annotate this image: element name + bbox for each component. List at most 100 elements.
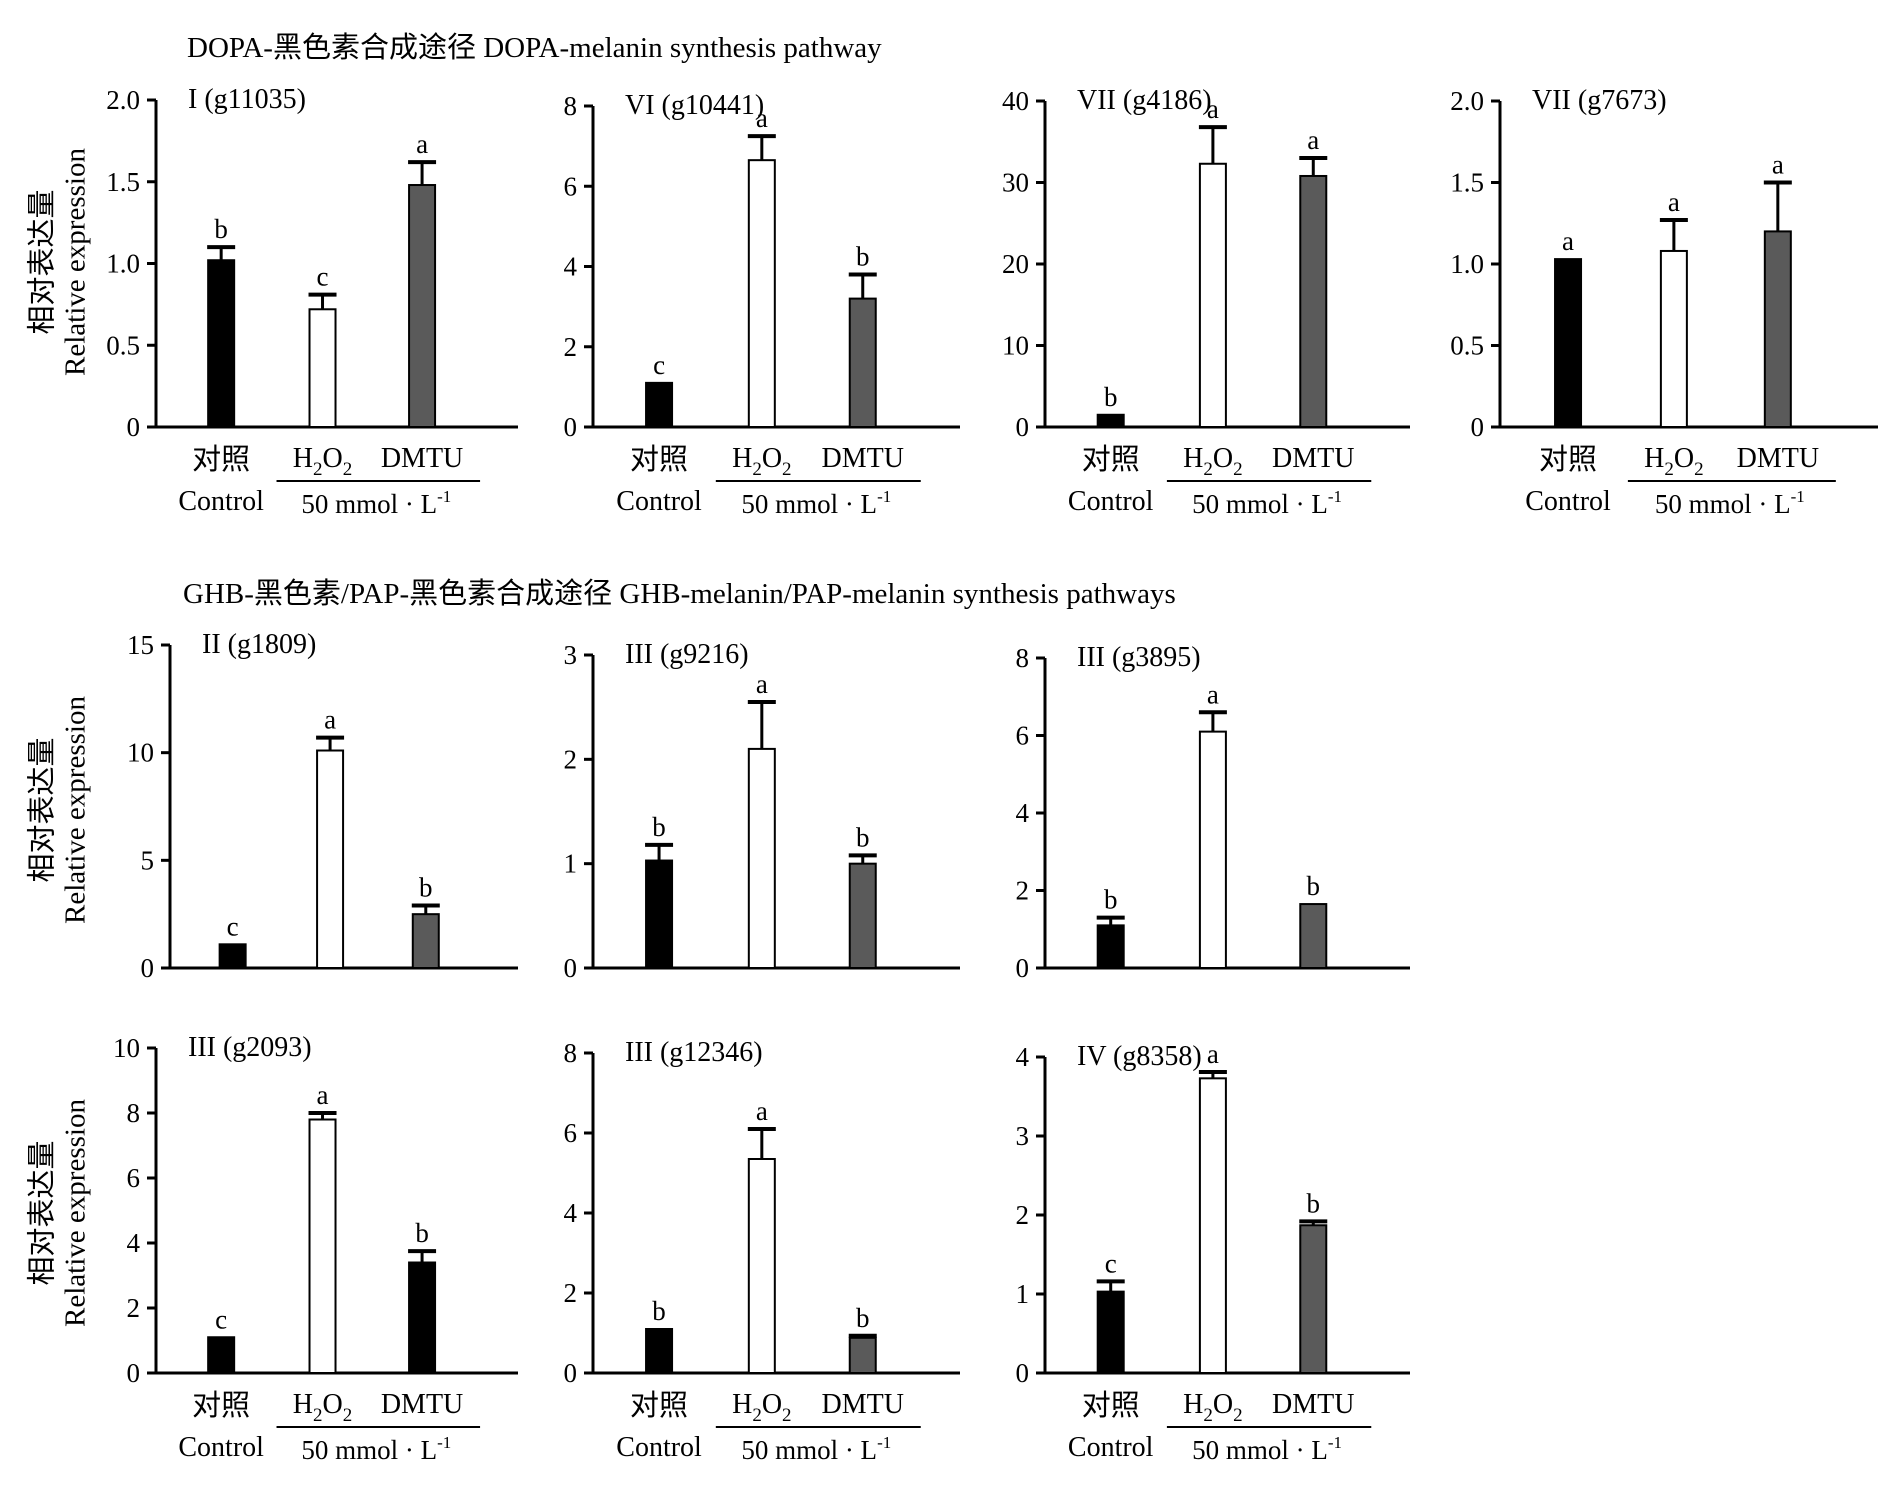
- x-label-control-en: Control: [616, 486, 702, 517]
- significance-letter: b: [856, 1303, 870, 1333]
- bar-control: [218, 943, 247, 970]
- x-label-dose: 50 mmol · L-1: [1655, 487, 1805, 519]
- y-tick-label: 0: [564, 953, 578, 983]
- x-label-dose: 50 mmol · L-1: [741, 1433, 891, 1465]
- y-tick-label: 2: [127, 1293, 141, 1323]
- y-tick-label: 1.0: [1450, 249, 1484, 279]
- panel-title: VII (g7673): [1532, 85, 1667, 116]
- y-tick-label: 0.5: [1450, 331, 1484, 361]
- y-tick-label: 2: [564, 744, 578, 774]
- bar-h2o2: [1198, 1077, 1227, 1374]
- significance-letter: a: [416, 129, 428, 159]
- y-tick-label: 0: [1016, 1358, 1030, 1388]
- bar-h2o2: [747, 747, 776, 970]
- bar-dmtu: [1299, 174, 1328, 428]
- x-label-control-cn: 对照: [630, 1389, 688, 1422]
- y-tick-label: 4: [1016, 798, 1030, 828]
- significance-letter: c: [653, 350, 665, 380]
- y-tick-label: 10: [1002, 331, 1029, 361]
- significance-letter: a: [756, 1096, 768, 1126]
- panel-title: II (g1809): [202, 629, 316, 660]
- y-tick-label: 0: [1016, 412, 1030, 442]
- significance-letter: a: [756, 103, 768, 133]
- y-tick-label: 0: [564, 412, 578, 442]
- y-tick-label: 0: [127, 412, 141, 442]
- x-label-dmtu: DMTU: [822, 443, 904, 474]
- significance-letter: b: [1307, 1188, 1321, 1218]
- y-tick-label: 6: [1016, 721, 1030, 751]
- y-tick-label: 3: [564, 640, 578, 670]
- significance-letter: b: [652, 812, 666, 842]
- x-label-dose: 50 mmol · L-1: [301, 487, 451, 519]
- y-tick-label: 0: [1471, 412, 1485, 442]
- chart-panel-10: 0 1 2 3 4 IV (g8358) c a b 对照 Control H2O2 DMTU 50 mm…: [1016, 1039, 1410, 1465]
- y-tick-label: 1.0: [106, 249, 140, 279]
- section-title-ghb-pap: GHB-黑色素/PAP-黑色素合成途径 GHB-melanin/PAP-mela…: [183, 578, 1176, 610]
- panel-title: III (g2093): [188, 1032, 312, 1063]
- x-label-h2o2: H2O2: [1183, 1389, 1242, 1426]
- significance-letter: c: [317, 262, 329, 292]
- x-label-dose: 50 mmol · L-1: [1192, 487, 1342, 519]
- y-tick-label: 0: [1016, 953, 1030, 983]
- x-label-dose: 50 mmol · L-1: [301, 1433, 451, 1465]
- x-label-control-cn: 对照: [1539, 443, 1597, 476]
- chart-panel-5: 0 5 10 15 II (g1809) c a b: [127, 629, 518, 983]
- y-tick-label: 1: [564, 849, 578, 879]
- bar-control: [645, 859, 674, 970]
- significance-letter: a: [1207, 679, 1219, 709]
- panel-title: III (g12346): [625, 1037, 763, 1068]
- bar-h2o2: [747, 159, 776, 428]
- panel-title: IV (g8358): [1077, 1041, 1202, 1072]
- y-tick-label: 8: [127, 1098, 141, 1128]
- x-label-control-cn: 对照: [192, 1389, 250, 1422]
- chart-panel-1: 0 0.5 1.0 1.5 2.0 I (g11035) b c a 对照 Control H2O2 D…: [106, 84, 518, 519]
- y-tick-label: 3: [1016, 1121, 1030, 1151]
- bar-dmtu: [411, 913, 440, 970]
- bar-control: [645, 1328, 674, 1374]
- bar-dmtu: [1299, 1224, 1328, 1375]
- y-tick-label: 2: [564, 332, 578, 362]
- y-tick-label: 6: [564, 1118, 578, 1148]
- x-label-h2o2: H2O2: [732, 443, 791, 480]
- y-tick-label: 4: [564, 252, 578, 282]
- significance-letter: a: [756, 669, 768, 699]
- x-label-dmtu: DMTU: [381, 1389, 463, 1420]
- significance-letter: b: [415, 1218, 429, 1248]
- significance-letter: b: [214, 214, 228, 244]
- bar-control: [1096, 924, 1125, 969]
- y-tick-label: 2: [564, 1278, 578, 1308]
- x-label-control-en: Control: [1068, 1432, 1154, 1463]
- panel-title: I (g11035): [188, 84, 306, 115]
- significance-letter: b: [856, 242, 870, 272]
- significance-letter: b: [1307, 871, 1321, 901]
- y-tick-label: 2.0: [1450, 86, 1484, 116]
- section-title-dopa: DOPA-黑色素合成途径 DOPA-melanin synthesis path…: [187, 32, 882, 64]
- x-label-control-cn: 对照: [192, 443, 250, 476]
- y-tick-label: 4: [564, 1198, 578, 1228]
- bar-dmtu: [408, 184, 437, 428]
- panel-title: VI (g10441): [625, 90, 764, 121]
- x-label-dmtu: DMTU: [1737, 443, 1819, 474]
- y-tick-label: 0: [564, 1358, 578, 1388]
- y-tick-label: 4: [1016, 1042, 1030, 1072]
- significance-letter: c: [215, 1304, 227, 1334]
- bar-dmtu: [848, 862, 877, 970]
- significance-letter: c: [227, 911, 239, 941]
- x-label-control-en: Control: [178, 486, 264, 517]
- bar-h2o2: [747, 1158, 776, 1374]
- bar-control: [207, 259, 236, 429]
- y-tick-label: 6: [564, 171, 578, 201]
- y-tick-label: 0: [127, 1358, 141, 1388]
- bar-h2o2: [1198, 730, 1227, 969]
- x-label-control-cn: 对照: [1082, 443, 1140, 476]
- y-tick-label: 2.0: [106, 85, 140, 115]
- chart-panel-6: 0 1 2 3 III (g9216) b a b: [564, 639, 960, 983]
- significance-letter: b: [419, 873, 433, 903]
- bar-control: [1096, 1290, 1125, 1375]
- y-tick-label: 10: [127, 738, 154, 768]
- significance-letter: a: [1562, 226, 1574, 256]
- y-tick-label: 1.5: [1450, 168, 1484, 198]
- y-tick-label: 2: [1016, 876, 1030, 906]
- bar-dmtu: [1763, 230, 1792, 428]
